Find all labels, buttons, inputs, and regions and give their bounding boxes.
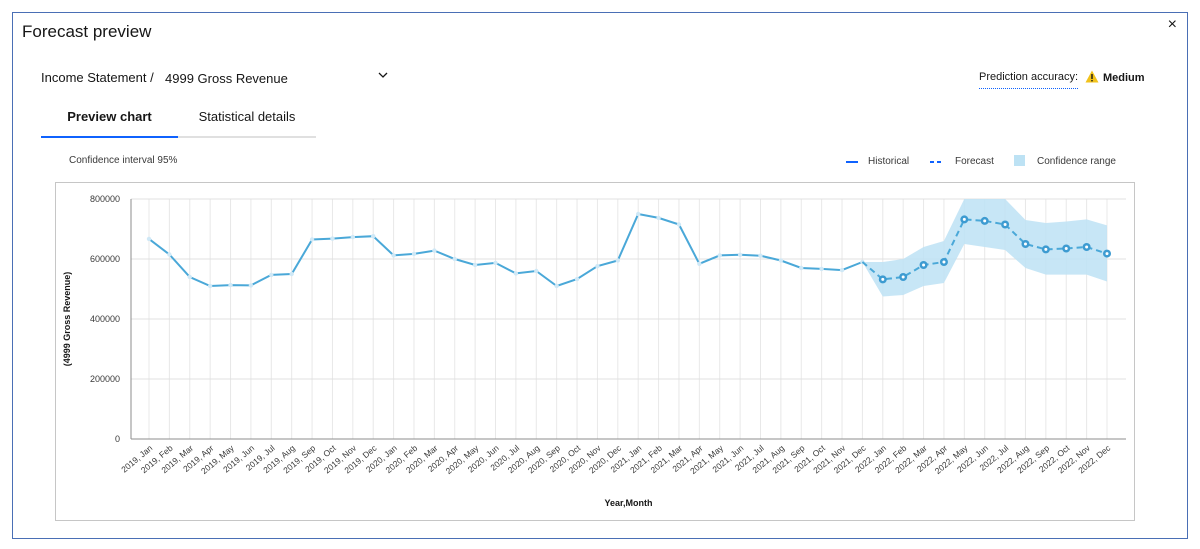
legend-confidence: Confidence range: [1037, 156, 1116, 167]
historical-line: [148, 212, 863, 288]
close-icon[interactable]: ×: [1167, 16, 1177, 33]
historical-point: [309, 237, 315, 242]
legend-historical-swatch: [846, 161, 858, 163]
historical-point: [513, 271, 519, 276]
historical-point: [371, 234, 376, 239]
historical-point: [207, 283, 213, 289]
historical-point: [534, 268, 539, 274]
historical-point: [330, 236, 335, 241]
y-tick-label: 0: [115, 434, 120, 444]
historical-point: [493, 260, 498, 266]
prediction-accuracy-value: Medium: [1103, 72, 1145, 84]
historical-point: [839, 267, 845, 273]
historical-point: [758, 253, 763, 258]
historical-point: [799, 265, 804, 271]
historical-point: [269, 272, 274, 278]
legend-confidence-swatch: [1014, 155, 1025, 166]
forecast-point-center: [1044, 247, 1048, 251]
historical-point: [146, 236, 152, 242]
forecast-preview-dialog: Forecast preview × Income Statement / 49…: [12, 12, 1188, 539]
forecast-point-center: [962, 217, 966, 221]
dialog-title: Forecast preview: [22, 22, 152, 41]
historical-point: [391, 253, 396, 258]
historical-point: [595, 264, 600, 269]
historical-point: [778, 258, 784, 263]
legend-forecast-swatch: [930, 161, 944, 163]
forecast-point-center: [881, 277, 885, 281]
forecast-point-center: [983, 219, 987, 223]
historical-point: [167, 252, 172, 257]
historical-point: [697, 261, 702, 266]
y-tick-label: 400000: [90, 314, 120, 324]
historical-point: [676, 222, 682, 227]
chevron-down-icon[interactable]: [375, 67, 391, 83]
y-tick-label: 200000: [90, 374, 120, 384]
legend-historical: Historical: [868, 156, 910, 167]
chart-container: 0 200000 400000 600000 800000 2019, Jan 2019, …: [55, 182, 1135, 521]
tab-preview-chart[interactable]: Preview chart: [41, 109, 178, 138]
tab-statistical-details[interactable]: Statistical details: [198, 109, 296, 124]
forecast-point-center: [1105, 252, 1109, 256]
confidence-band: [862, 199, 1107, 297]
account-selector-value[interactable]: 4999 Gross Revenue: [165, 71, 288, 86]
historical-point: [656, 215, 661, 221]
forecast-point-center: [1085, 245, 1089, 249]
x-axis-title: Year,Month: [604, 498, 652, 508]
forecast-point-center: [901, 275, 905, 279]
forecast-point-center: [922, 263, 926, 267]
prediction-accuracy-label[interactable]: Prediction accuracy:: [979, 71, 1079, 89]
confidence-interval-label: Confidence interval 95%: [69, 155, 178, 166]
historical-point: [737, 252, 743, 257]
forecast-point-center: [1064, 247, 1068, 250]
forecast-point-center: [1023, 242, 1027, 246]
y-tick-label: 800000: [90, 194, 120, 204]
historical-point: [350, 234, 356, 240]
y-tick-label: 600000: [90, 254, 120, 264]
historical-point: [472, 262, 478, 268]
warning-icon: [1085, 70, 1099, 83]
historical-point: [289, 271, 294, 277]
historical-point: [635, 211, 641, 217]
historical-point: [717, 253, 722, 258]
historical-point: [615, 258, 621, 263]
historical-point: [248, 283, 254, 288]
historical-point: [187, 274, 192, 280]
tab-list: Preview chart Statistical details: [41, 109, 316, 138]
historical-point: [411, 251, 417, 257]
forecast-point-center: [942, 260, 946, 264]
y-axis-title: (4999 Gross Revenue): [62, 272, 72, 367]
legend-forecast: Forecast: [955, 156, 994, 167]
historical-point: [452, 256, 457, 262]
historical-point: [432, 248, 437, 253]
forecast-point-center: [1003, 223, 1007, 226]
breadcrumb: Income Statement /: [41, 70, 154, 85]
historical-point: [554, 283, 559, 289]
historical-point: [574, 276, 580, 282]
historical-point: [228, 282, 233, 288]
historical-point: [819, 266, 824, 272]
